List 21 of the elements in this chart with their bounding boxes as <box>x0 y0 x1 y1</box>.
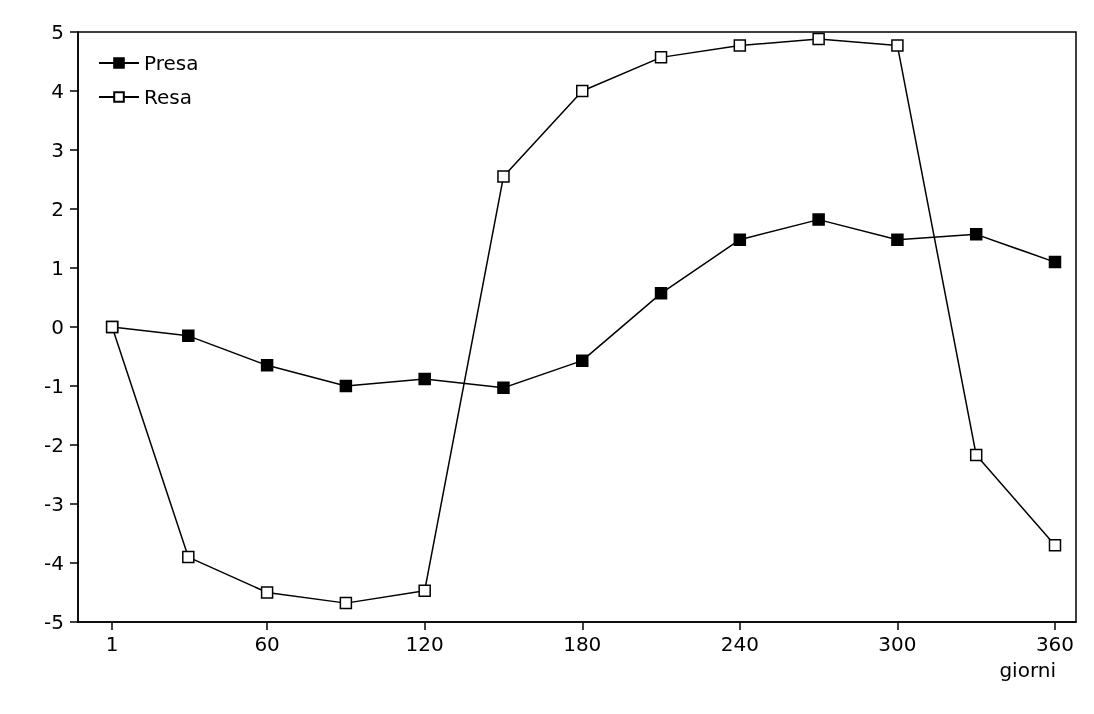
y-tick-label: 0 <box>51 315 64 339</box>
legend-label: Presa <box>144 51 199 75</box>
y-tick-label: 4 <box>51 79 64 103</box>
y-tick-label: 3 <box>51 138 64 162</box>
x-tick-label: 1 <box>105 632 119 656</box>
legend-label: Resa <box>144 85 192 109</box>
x-tick-label: 360 <box>1035 632 1075 656</box>
x-tick-label: 60 <box>254 632 280 656</box>
y-tick-label: -4 <box>44 551 64 575</box>
y-tick-label: 5 <box>51 20 64 44</box>
y-tick-label: 2 <box>51 197 64 221</box>
y-tick-label: 1 <box>51 256 64 280</box>
x-axis-title: giorni <box>999 658 1056 682</box>
x-tick-label: 120 <box>405 632 444 656</box>
y-tick-label: -1 <box>44 374 64 398</box>
x-tick-label: 300 <box>878 632 917 656</box>
x-tick-label: 240 <box>720 632 759 656</box>
x-tick-label: 180 <box>563 632 602 656</box>
y-tick-label: -3 <box>44 492 64 516</box>
y-tick-label: -5 <box>44 610 64 634</box>
y-tick-label: -2 <box>44 433 64 457</box>
